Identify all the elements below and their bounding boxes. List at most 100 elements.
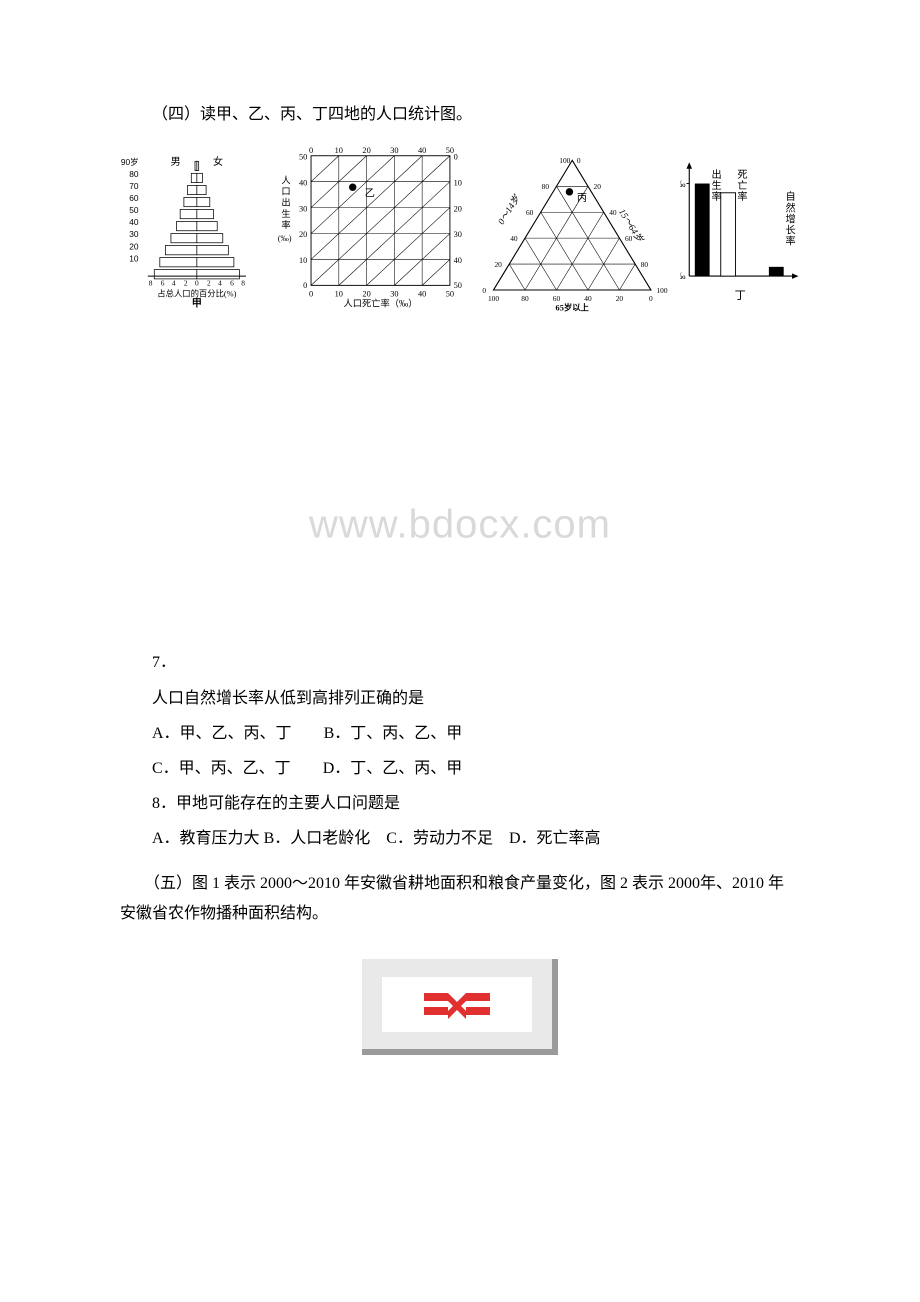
- tern-tick: 0: [576, 157, 580, 166]
- ternary-point-label: 丙: [576, 194, 586, 205]
- sc-ytick: 30: [299, 205, 307, 214]
- tern-tick: 0: [482, 286, 486, 295]
- pyr-ytick: 80: [129, 169, 139, 179]
- section5-text: （五）图 1 表示 2000～2010 年安徽省耕地面积和粮食产量变化，图 2 …: [120, 869, 800, 930]
- bar-birth: [694, 184, 709, 277]
- pyr-ytick: 40: [129, 218, 139, 228]
- pyr-xtick: 2: [184, 279, 188, 288]
- bar-label-birth: 出生率: [711, 168, 721, 203]
- chart-bars: 1‰ 0‰ 出生率 死亡率 自然增长率 丁: [680, 140, 800, 315]
- pyr-ytick: 20: [129, 242, 139, 252]
- sc-ytick: 10: [299, 257, 307, 266]
- tern-tick: 80: [541, 182, 549, 191]
- missing-image-placeholder: [120, 959, 800, 1055]
- sc-ytick: 40: [299, 179, 307, 188]
- pyr-xtick: 4: [218, 279, 222, 288]
- svg-text:出: 出: [282, 197, 291, 209]
- tern-tick: 40: [584, 294, 592, 303]
- chart-scatter: 乙 50 40 30 20 10 0 0 10 20 30 40 50: [274, 140, 468, 315]
- sc-ytick: 50: [299, 153, 307, 162]
- q8-opt-b: B．人口老龄化: [264, 830, 371, 847]
- sc-ytick-r: 40: [454, 257, 462, 266]
- tern-tick: 100: [559, 157, 570, 166]
- pyr-xtick: 6: [230, 279, 234, 288]
- tern-tick: 100: [656, 286, 667, 295]
- tern-tick: 100: [488, 294, 499, 303]
- sc-ytick-r: 20: [454, 205, 462, 214]
- pyr-male-label: 男: [170, 156, 180, 168]
- sc-ylabel: 人口出生率 (‰): [278, 176, 292, 243]
- pyr-xlabel: 占总人口的百分比(%): [157, 289, 236, 299]
- pyr-ytick: 70: [129, 181, 139, 191]
- tern-tick: 20: [593, 182, 601, 191]
- pyr-ytick: 50: [129, 206, 139, 216]
- scatter-point-label: 乙: [365, 188, 375, 200]
- chart-ternary: 丙 0 20 40 60 80 100 0 20 40 60 80 100: [475, 140, 674, 315]
- sc-xtick-b: 50: [446, 290, 454, 299]
- sc-xtick-b: 30: [390, 290, 398, 299]
- tern-tick: 0: [649, 294, 653, 303]
- svg-text:亡: 亡: [737, 179, 747, 192]
- pyr-caption: 甲: [192, 298, 202, 310]
- sc-xtick-t: 20: [363, 146, 371, 155]
- svg-text:长: 长: [785, 225, 795, 237]
- tern-tick: 40: [510, 234, 518, 243]
- sc-xtick-b: 0: [309, 290, 313, 299]
- watermark-text: www.bdocx.com: [309, 503, 611, 548]
- pyr-xtick: 8: [149, 279, 153, 288]
- sc-ytick: 0: [303, 282, 307, 291]
- pyr-ytick: 90岁: [121, 157, 139, 167]
- tern-tick: 60: [526, 208, 534, 217]
- ternary-point: [565, 189, 572, 196]
- tern-axis-left: 0～14岁: [496, 193, 523, 227]
- bar-ytick: 1‰: [680, 181, 686, 191]
- tern-tick: 60: [552, 294, 560, 303]
- pyr-xtick: 0: [195, 279, 199, 288]
- q7-opt-c: C．甲、丙、乙、丁: [152, 760, 291, 777]
- charts-row: 90岁 80 70 60 50 40 30 20 10 男 女 8 6 4: [120, 140, 800, 315]
- q7-opt-b: B．丁、丙、乙、甲: [324, 725, 463, 742]
- tern-tick: 20: [494, 260, 502, 269]
- sc-xtick-t: 10: [335, 146, 343, 155]
- q8-options: A．教育压力大 B．人口老龄化 C．劳动力不足 D．死亡率高: [120, 821, 800, 856]
- sc-xtick-t: 50: [446, 146, 454, 155]
- q8-opt-a: A．教育压力大: [152, 830, 260, 847]
- q7-options-cd: C．甲、丙、乙、丁 D．丁、乙、丙、甲: [120, 751, 800, 786]
- sc-ytick-r: 10: [454, 179, 462, 188]
- section4-heading: （四）读甲、乙、丙、丁四地的人口统计图。: [120, 100, 800, 130]
- pyr-ytick: 60: [129, 194, 139, 204]
- pyr-xtick: 2: [207, 279, 211, 288]
- bar-label-growth: 自然增长率: [785, 191, 795, 248]
- svg-text:率: 率: [785, 235, 795, 248]
- q7-num: 7．: [120, 645, 800, 680]
- svg-text:率: 率: [711, 191, 721, 204]
- svg-text:生: 生: [711, 179, 721, 192]
- svg-text:口: 口: [282, 188, 291, 198]
- sc-ytick-r: 50: [454, 282, 462, 291]
- svg-text:然: 然: [785, 202, 795, 215]
- sc-xlabel: 人口死亡率（‰）: [344, 298, 418, 310]
- bar-growth: [769, 267, 784, 276]
- sc-ytick-r: 30: [454, 231, 462, 240]
- pyr-xtick: 4: [172, 279, 176, 288]
- tern-tick: 80: [521, 294, 529, 303]
- sc-ytick-r: 0: [454, 153, 458, 162]
- tern-tick: 20: [615, 294, 623, 303]
- question-8: 8．甲地可能存在的主要人口问题是 A．教育压力大 B．人口老龄化 C．劳动力不足…: [120, 786, 800, 856]
- section5-text-span: （五）图 1 表示 2000～2010 年安徽省耕地面积和粮食产量变化，图 2 …: [120, 875, 784, 922]
- svg-text:人: 人: [282, 176, 291, 187]
- tern-axis-bottom: 65岁以上: [555, 303, 589, 313]
- sc-xtick-b: 40: [418, 290, 426, 299]
- pyr-xtick: 8: [241, 279, 245, 288]
- q7-opt-a: A．甲、乙、丙、丁: [152, 725, 292, 742]
- sc-xtick-b: 20: [363, 290, 371, 299]
- pyr-female-label: 女: [213, 155, 223, 168]
- q7-opt-d: D．丁、乙、丙、甲: [323, 760, 463, 777]
- svg-text:出: 出: [711, 168, 721, 181]
- pyr-xtick: 6: [161, 279, 165, 288]
- sc-xtick-t: 30: [390, 146, 398, 155]
- svg-text:增: 增: [785, 213, 795, 226]
- sc-ytick: 20: [299, 231, 307, 240]
- svg-text:率: 率: [282, 219, 291, 231]
- tern-tick: 80: [640, 260, 648, 269]
